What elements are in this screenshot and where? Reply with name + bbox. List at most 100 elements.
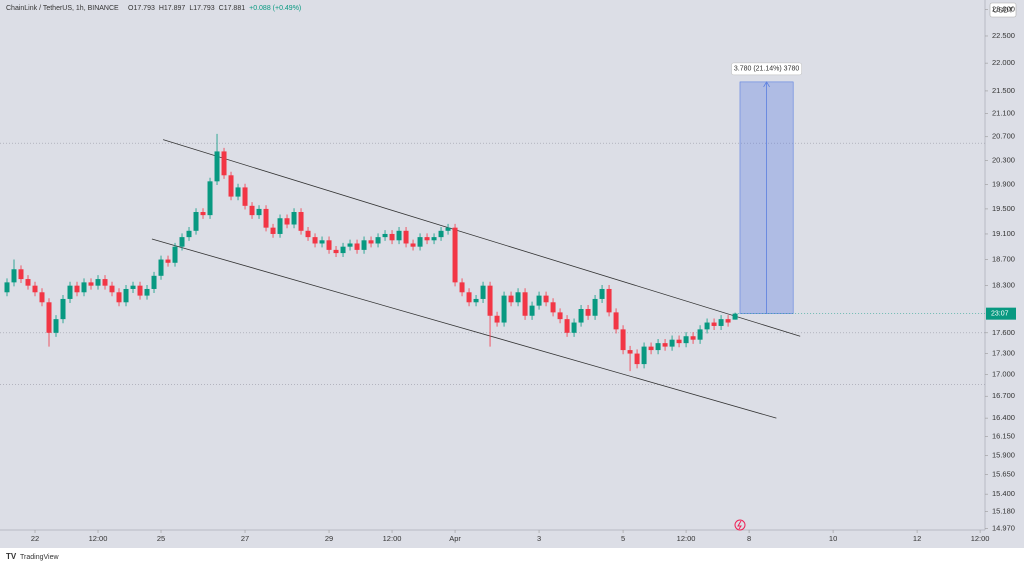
candle-body — [256, 208, 262, 216]
candle-body — [494, 315, 500, 323]
candle-body — [298, 212, 304, 231]
candle-body — [599, 288, 605, 299]
candle-body — [662, 343, 668, 347]
candle-body — [214, 151, 220, 182]
candle-body — [571, 322, 577, 333]
candle-body — [249, 205, 255, 216]
trendline — [162, 139, 801, 337]
x-tick-label: 12:00 — [677, 534, 696, 543]
ohlc-value: O17.793 — [128, 5, 155, 12]
candle-body — [305, 230, 311, 238]
candle-body — [312, 237, 318, 244]
x-tick-label: 25 — [157, 534, 165, 543]
currency-box[interactable] — [989, 2, 1017, 18]
candle-body — [480, 285, 486, 299]
candle-body — [410, 243, 416, 247]
candle-body — [550, 302, 556, 313]
candle-body — [60, 298, 66, 320]
candle-body — [137, 285, 143, 296]
candle-body — [158, 259, 164, 276]
candle-body — [333, 249, 339, 254]
candle-body — [347, 243, 353, 247]
candle-body — [585, 309, 591, 316]
candle-body — [697, 329, 703, 340]
candle-body — [655, 343, 661, 351]
candle-body — [326, 240, 332, 250]
candle-body — [473, 298, 479, 303]
candle-body — [501, 295, 507, 323]
x-tick-label: 22 — [31, 534, 39, 543]
candle-body — [613, 312, 619, 330]
candle-body — [543, 295, 549, 303]
y-tick-label: 15.650 — [992, 470, 1015, 479]
y-tick-label: 19.500 — [992, 204, 1015, 213]
candle-body — [242, 187, 248, 206]
candle-body — [389, 233, 395, 241]
candle-body — [382, 233, 388, 238]
candle-body — [263, 208, 269, 228]
y-tick-label: 23.000 — [992, 4, 1015, 13]
measure-label: 3.780 (21.14%) 3780 — [734, 66, 799, 73]
candle-body — [193, 212, 199, 231]
candle-body — [186, 230, 192, 238]
candle-body — [221, 151, 227, 176]
candle-body — [424, 237, 430, 241]
y-tick-label: 21.100 — [992, 109, 1015, 118]
candle-body — [578, 309, 584, 323]
candle-body — [284, 218, 290, 225]
event-icon[interactable] — [734, 519, 746, 531]
y-tick-label: 18.300 — [992, 281, 1015, 290]
x-tick-label: 3 — [537, 534, 541, 543]
candle-body — [354, 243, 360, 250]
candle-body — [669, 339, 675, 347]
ohlc-value: +0.088 (+0.49%) — [249, 5, 301, 12]
candle-body — [515, 292, 521, 303]
candle-body — [228, 175, 234, 197]
x-tick-label: 12 — [913, 534, 921, 543]
candle-body — [431, 237, 437, 241]
y-tick-label: 19.100 — [992, 229, 1015, 238]
candle-body — [102, 279, 108, 286]
candle-body — [361, 240, 367, 250]
candle-body — [648, 346, 654, 351]
y-tick-label: 17.600 — [992, 328, 1015, 337]
candle-body — [620, 329, 626, 351]
y-tick-label: 18.700 — [992, 255, 1015, 264]
candle-body — [592, 298, 598, 316]
brand: TradingView — [20, 554, 59, 561]
candle-body — [144, 288, 150, 296]
candle-body — [487, 285, 493, 316]
candle-body — [179, 237, 185, 247]
candle-body — [18, 269, 24, 280]
candle-body — [445, 227, 451, 231]
y-tick-label: 15.180 — [992, 507, 1015, 516]
candle-body — [438, 230, 444, 238]
candle-body — [39, 292, 45, 303]
x-tick-label: 5 — [621, 534, 625, 543]
y-tick-label: 17.300 — [992, 349, 1015, 358]
candle-body — [25, 279, 31, 286]
candle-body — [564, 319, 570, 333]
measure-label-box — [731, 62, 802, 76]
candle-body — [676, 339, 682, 344]
candle-body — [81, 282, 87, 293]
candle-body — [536, 295, 542, 306]
candle-body — [711, 322, 717, 326]
candle-body — [4, 282, 10, 293]
candle-body — [396, 230, 402, 241]
y-tick-label: 20.700 — [992, 132, 1015, 141]
candle-body — [725, 319, 731, 323]
candle-body — [116, 292, 122, 303]
y-tick-label: 16.700 — [992, 391, 1015, 400]
candle-body — [11, 269, 17, 283]
candle-body — [319, 240, 325, 244]
candle-body — [683, 336, 689, 344]
candle-body — [375, 237, 381, 244]
ohlc-value: H17.897 — [159, 5, 186, 12]
ohlc-value: L17.793 — [189, 5, 214, 12]
candle-body — [634, 353, 640, 365]
candle-body — [207, 181, 213, 216]
trendline — [151, 238, 777, 419]
